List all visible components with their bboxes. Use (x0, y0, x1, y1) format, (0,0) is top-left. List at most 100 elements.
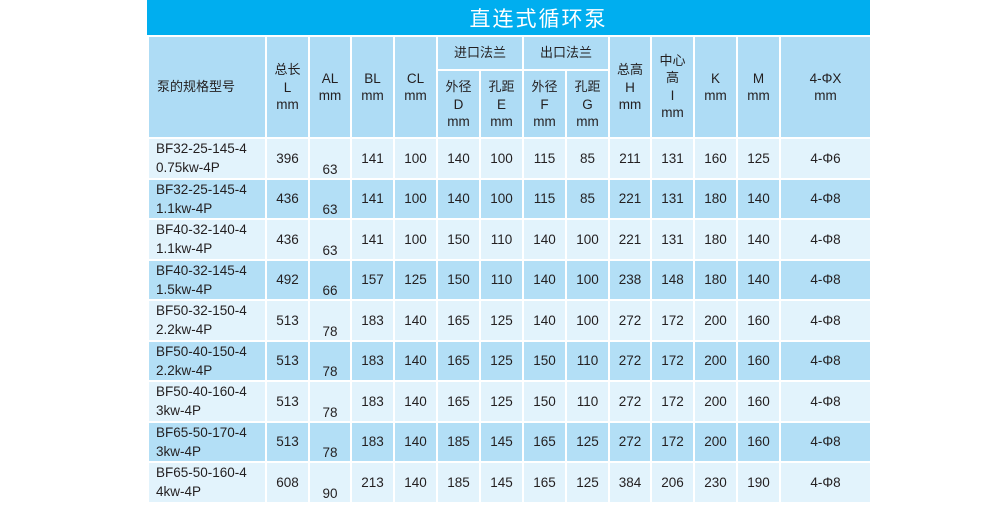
model-power: 0.75kw-4P (156, 160, 220, 176)
model-power: 2.2kw-4P (156, 362, 213, 378)
cell-G: 110 (565, 339, 611, 382)
header-D-line: 外径 (445, 79, 472, 95)
cell-AL: 78 (308, 339, 352, 382)
table-row: BF50-32-150-4 2.2kw-4P 513 78 183 140 165 125 1… (147, 299, 873, 342)
cell-CL: 140 (393, 420, 438, 463)
cell-AL: 78 (308, 380, 352, 423)
header-H-line: 总高 (617, 62, 644, 78)
model-code: BF50-40-150-4 (156, 343, 247, 359)
cell-G: 85 (565, 137, 611, 180)
header-L-line: 总长 (274, 62, 301, 78)
cell-K: 180 (693, 258, 739, 301)
table-row: BF50-40-160-4 3kw-4P 513 78 183 140 165 125 150… (147, 380, 873, 423)
model-code: BF65-50-160-4 (156, 465, 247, 481)
cell-AL: 78 (308, 299, 352, 342)
cell-F: 150 (522, 339, 568, 382)
cell-H: 272 (608, 339, 653, 382)
table-row: BF32-25-145-4 0.75kw-4P 396 63 141 100 140 100… (147, 137, 873, 180)
model-power: 2.2kw-4P (156, 322, 213, 338)
header-I-line: 高 (666, 71, 680, 86)
cell-BL: 141 (350, 177, 395, 220)
cell-I: 131 (650, 177, 696, 220)
header-CL-line: CL (406, 71, 425, 86)
cell-X: 4-Φ8 (779, 380, 873, 423)
cell-I: 148 (650, 258, 696, 301)
cell-F: 115 (522, 177, 568, 220)
cell-G: 110 (565, 380, 611, 423)
cell-I: 206 (650, 461, 696, 504)
cell-AL: 78 (308, 420, 352, 463)
header-H-line: H (625, 79, 635, 95)
header-E-line: 孔距 (488, 79, 515, 95)
cell-D: 165 (436, 380, 481, 423)
model-power: 1.5kw-4P (156, 281, 213, 297)
cell-AL: 66 (308, 258, 352, 301)
cell-X: 4-Φ8 (779, 218, 873, 261)
cell-H: 272 (608, 299, 653, 342)
cell-M: 140 (736, 177, 782, 220)
table-row: BF32-25-145-4 1.1kw-4P 436 63 141 100 140 100 1… (147, 177, 873, 220)
table-body: BF32-25-145-4 0.75kw-4P 396 63 141 100 140 100… (147, 137, 873, 504)
cell-model: BF40-32-145-4 1.5kw-4P (147, 258, 267, 301)
cell-AL: 63 (308, 218, 352, 261)
cell-M: 160 (736, 339, 782, 382)
table-row: BF40-32-145-4 1.5kw-4P 492 66 157 125 150 110 1… (147, 258, 873, 301)
header-I-line: mm (661, 105, 684, 120)
cell-I: 172 (650, 380, 696, 423)
cell-K: 200 (693, 420, 739, 463)
header-G-line: 孔距 (574, 79, 601, 95)
model-power: 3kw-4P (156, 403, 202, 419)
model-code: BF50-40-160-4 (156, 384, 247, 400)
cell-model: BF32-25-145-4 1.1kw-4P (147, 177, 267, 220)
cell-G: 125 (565, 461, 611, 504)
header-BL-line: mm (361, 88, 384, 103)
cell-E: 125 (478, 380, 525, 423)
header-G-line: G (582, 96, 593, 112)
cell-D: 165 (436, 299, 481, 342)
header-X-line: mm (814, 88, 837, 103)
cell-BL: 141 (350, 137, 395, 180)
cell-E: 145 (478, 420, 525, 463)
cell-I: 131 (650, 137, 696, 180)
cell-G: 100 (565, 218, 611, 261)
cell-L: 492 (265, 258, 310, 301)
header-M-line: mm (747, 88, 770, 103)
cell-H: 272 (608, 420, 653, 463)
header-E-line: E (497, 96, 507, 112)
cell-model: BF40-32-140-4 1.1kw-4P (147, 218, 267, 261)
cell-BL: 213 (350, 461, 395, 504)
header-D-line: mm (447, 113, 470, 129)
header-BL: BL mm (350, 35, 395, 139)
cell-D: 185 (436, 461, 481, 504)
header-L-line: L (283, 79, 292, 95)
cell-CL: 100 (393, 177, 438, 220)
cell-BL: 183 (350, 339, 395, 382)
cell-X: 4-Φ8 (779, 339, 873, 382)
cell-model: BF32-25-145-4 0.75kw-4P (147, 137, 267, 180)
cell-M: 140 (736, 218, 782, 261)
header-CL: CL mm (393, 35, 438, 139)
header-F-line: F (540, 96, 549, 112)
cell-F: 140 (522, 218, 568, 261)
header-D-line: D (453, 96, 464, 112)
cell-G: 100 (565, 299, 611, 342)
header-AL-line: AL (321, 71, 339, 86)
cell-G: 85 (565, 177, 611, 220)
cell-M: 190 (736, 461, 782, 504)
model-code: BF40-32-145-4 (156, 262, 247, 278)
model-power: 4kw-4P (156, 484, 202, 500)
cell-CL: 140 (393, 461, 438, 504)
header-BL-line: BL (364, 71, 381, 86)
cell-E: 125 (478, 339, 525, 382)
header-K-line: mm (704, 88, 727, 103)
cell-E: 110 (478, 218, 525, 261)
cell-M: 160 (736, 380, 782, 423)
cell-E: 100 (478, 177, 525, 220)
cell-K: 180 (693, 218, 739, 261)
cell-AL: 63 (308, 177, 352, 220)
header-E-line: mm (490, 113, 513, 129)
